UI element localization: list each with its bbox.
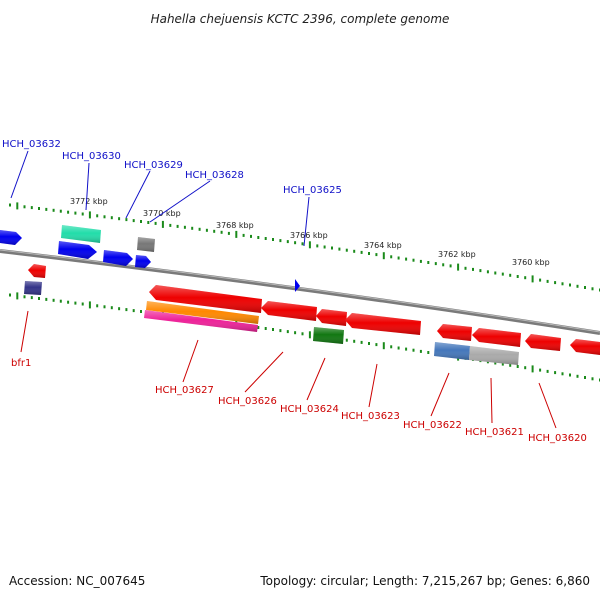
label-hch-03629[interactable]: HCH_03629: [124, 160, 183, 171]
gene-hch-03627-magenta-shade: [144, 310, 258, 332]
leader-hch-03620: [538, 382, 557, 429]
scale-label-3764: 3764 kbp: [364, 241, 402, 250]
label-hch-03624[interactable]: HCH_03624: [280, 404, 339, 415]
leader-hch-03622: [430, 372, 450, 417]
leader-hch-03632: [10, 150, 29, 199]
gene-hch-03627-orange-shade: [146, 301, 259, 324]
leader-hch-03624: [306, 357, 326, 401]
label-hch-03626[interactable]: HCH_03626: [218, 396, 277, 407]
label-hch-03630[interactable]: HCH_03630: [62, 151, 121, 162]
label-hch-03628[interactable]: HCH_03628: [185, 170, 244, 181]
gene-hch-03628-upper-shade: [137, 237, 155, 252]
label-hch-03623[interactable]: HCH_03623: [341, 411, 400, 422]
gene-hch-03620-shade: [525, 334, 561, 351]
gene-offscreen-right-shade: [570, 339, 600, 355]
gene-hch-03630-upper-shade: [61, 225, 101, 243]
scale-label-3762: 3762 kbp: [438, 250, 476, 259]
gene-hch-03623-shade: [345, 313, 421, 335]
top-labels: HCH_03632 HCH_03630 HCH_03629 HCH_03628 …: [2, 139, 342, 196]
leader-hch-03625: [303, 196, 310, 247]
scale-label-3760: 3760 kbp: [512, 258, 550, 267]
leader-hch-03626: [244, 351, 284, 393]
gene-hch-03622-shade: [437, 324, 472, 341]
gene-hch-03628-shade: [135, 255, 151, 268]
leader-hch-03627: [182, 339, 199, 383]
leader-bfr1: [20, 310, 29, 353]
label-hch-03625[interactable]: HCH_03625: [283, 185, 342, 196]
gene-hch-03630-shade: [58, 241, 97, 259]
gene-hch-03622-blue-shade: [434, 342, 470, 360]
label-hch-03627[interactable]: HCH_03627: [155, 385, 214, 396]
gene-hch-03624-green-shade: [313, 327, 344, 344]
leader-hch-03628: [149, 180, 211, 223]
outer-scale-ticks: [9, 202, 600, 292]
reverse-strand-genes: [24, 264, 600, 365]
leader-hch-03629: [125, 170, 151, 219]
scale-label-3772: 3772 kbp: [70, 197, 108, 206]
gene-hch-03624-shade: [316, 309, 347, 326]
label-hch-03620[interactable]: HCH_03620: [528, 433, 587, 444]
gene-hch-03626-shade: [261, 301, 317, 321]
gene-hch-03621-gray-shade: [469, 346, 519, 365]
label-bfr1[interactable]: bfr1: [11, 358, 31, 369]
leader-hch-03621: [490, 377, 493, 424]
scale-label-3766: 3766 kbp: [290, 231, 328, 240]
label-hch-03632[interactable]: HCH_03632: [2, 139, 61, 150]
gene-hch-03625[interactable]: [295, 279, 300, 292]
genome-backbone-highlight: [0, 249, 600, 333]
genome-backbone: [0, 249, 600, 335]
gene-bfr1-shade: [28, 264, 46, 278]
leader-hch-03630: [85, 162, 90, 211]
bottom-label-leaders: [20, 310, 557, 429]
genome-title: Hahella chejuensis KCTC 2396, complete g…: [151, 12, 450, 26]
top-label-leaders: [10, 150, 310, 247]
label-hch-03622[interactable]: HCH_03622: [403, 420, 462, 431]
forward-strand-genes: [0, 225, 300, 292]
bottom-labels: bfr1 HCH_03627 HCH_03626 HCH_03624 HCH_0…: [11, 358, 587, 444]
scale-label-3768: 3768 kbp: [216, 221, 254, 230]
label-hch-03621[interactable]: HCH_03621: [465, 427, 524, 438]
accession-text: Accession: NC_007645: [9, 574, 146, 588]
gene-hch-03621-shade: [472, 328, 521, 347]
gene-hch-03629-shade: [103, 250, 133, 266]
gene-bfr1-lower-shade: [24, 281, 42, 295]
leader-hch-03623: [368, 363, 378, 408]
topology-text: Topology: circular; Length: 7,215,267 bp…: [260, 574, 590, 588]
gene-hch-03627-shade: [149, 285, 262, 313]
gene-hch-03632-shade: [0, 230, 22, 245]
